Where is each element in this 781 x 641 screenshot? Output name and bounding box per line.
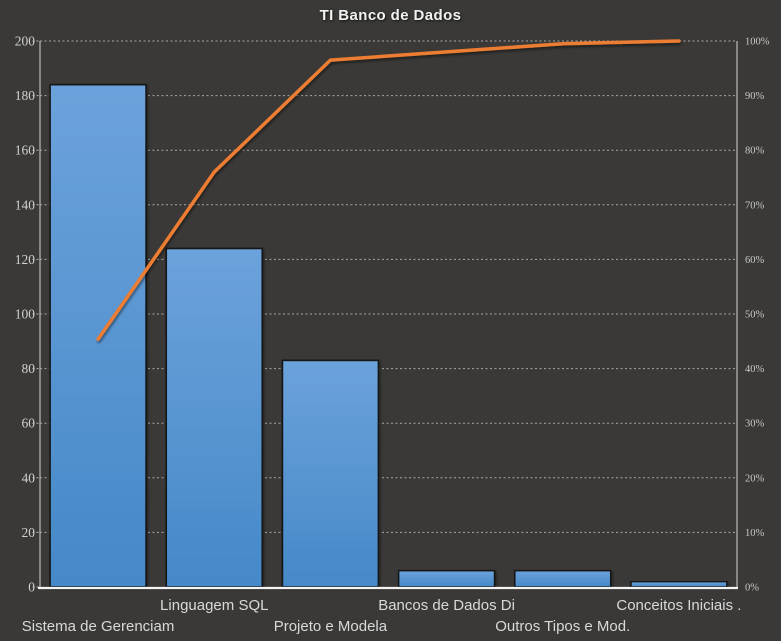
- left-axis-tick-label: 80: [22, 361, 36, 376]
- right-axis-tick-label: 0%: [745, 583, 759, 594]
- left-axis-tick-label: 40: [22, 470, 36, 485]
- left-axis-tick-label: 20: [22, 525, 36, 540]
- left-axis-tick-label: 200: [15, 34, 36, 49]
- pareto-bar-5[interactable]: [630, 580, 728, 588]
- pareto-bar-3[interactable]: [397, 569, 496, 588]
- left-axis-tick-label: 180: [15, 88, 36, 103]
- left-axis-tick-label: 0: [28, 580, 35, 595]
- pareto-bar-2[interactable]: [281, 359, 380, 588]
- right-axis-tick-label: 40%: [745, 364, 765, 375]
- category-label-1: Linguagem SQL: [160, 597, 268, 614]
- left-axis-tick-label: 60: [22, 416, 36, 431]
- left-axis-tick-label: 100: [15, 307, 36, 322]
- chart-title: TI Banco de Dados: [319, 7, 462, 24]
- category-label-2: Projeto e Modela: [274, 618, 388, 635]
- right-axis-tick-label: 60%: [745, 255, 765, 266]
- right-axis-tick-label: 70%: [745, 200, 765, 211]
- pareto-bar-0[interactable]: [49, 83, 147, 588]
- cumulative-percent-line[interactable]: [96, 39, 681, 341]
- pareto-bar-1[interactable]: [165, 247, 264, 588]
- right-axis-tick-label: 20%: [745, 473, 765, 484]
- right-axis-tick-label: 50%: [745, 310, 765, 321]
- category-label-4: Outros Tipos e Mod.: [495, 618, 630, 635]
- right-axis-tick-label: 30%: [745, 419, 765, 430]
- pareto-bar-4[interactable]: [513, 569, 612, 588]
- left-axis-tick-label: 160: [15, 143, 36, 158]
- right-axis-tick-label: 100%: [745, 37, 770, 48]
- right-axis-tick-label: 90%: [745, 91, 765, 102]
- left-axis-tick-label: 140: [15, 197, 36, 212]
- left-axis-tick-label: 120: [15, 252, 36, 267]
- category-label-5: Conceitos Iniciais .: [616, 597, 741, 614]
- category-label-3: Bancos de Dados Di: [378, 597, 515, 614]
- right-axis-tick-label: 80%: [745, 146, 765, 157]
- right-axis-tick-label: 10%: [745, 528, 765, 539]
- category-label-0: Sistema de Gerenciam: [22, 618, 175, 635]
